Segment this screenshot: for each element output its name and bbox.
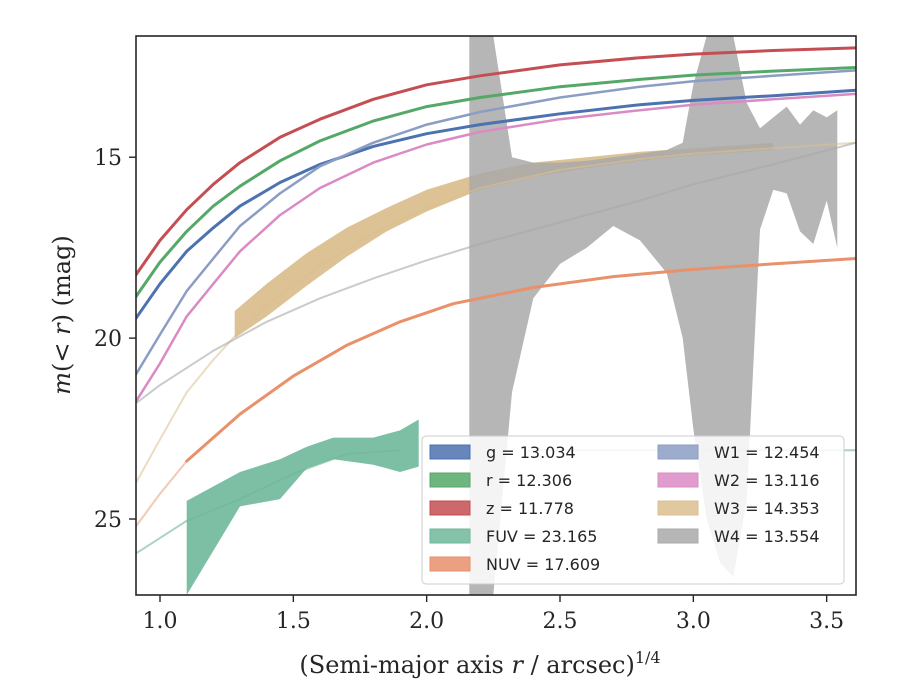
x-tick-label: 3.5 <box>809 609 844 634</box>
band-fuv <box>186 419 419 595</box>
legend-swatch-7 <box>657 500 699 516</box>
x-axis-title: (Semi-major axis r / arcsec)1/4 <box>299 648 660 679</box>
legend-swatch-4 <box>429 556 471 572</box>
legend-swatch-1 <box>429 472 471 488</box>
x-tick-label: 1.0 <box>143 609 178 634</box>
legend-swatch-6 <box>657 472 699 488</box>
legend-swatch-0 <box>429 444 471 460</box>
legend-label-3: FUV = 23.165 <box>486 527 597 546</box>
legend-label-2: z = 11.778 <box>486 499 574 518</box>
y-tick-label: 15 <box>94 146 122 171</box>
legend-label-6: W2 = 13.116 <box>714 471 820 490</box>
legend-swatch-8 <box>657 528 699 544</box>
legend-swatch-2 <box>429 500 471 516</box>
series-line-r <box>136 66 856 298</box>
y-axis-title: m(< r) (mag) <box>48 235 76 395</box>
series-line-w1 <box>136 69 856 376</box>
legend-label-4: NUV = 17.609 <box>486 555 600 574</box>
series-line-w2 <box>136 92 856 403</box>
legend-swatch-3 <box>429 528 471 544</box>
series-line-nuv <box>185 257 856 463</box>
x-tick-label: 2.5 <box>543 609 578 634</box>
y-tick-label: 25 <box>94 508 122 533</box>
x-tick-label: 2.0 <box>409 609 444 634</box>
legend-label-8: W4 = 13.554 <box>714 527 820 546</box>
legend: g = 13.034 r = 12.306 z = 11.778 FUV = 23.1… <box>421 435 845 585</box>
plot-frame <box>135 35 857 596</box>
legend-label-0: g = 13.034 <box>486 443 576 462</box>
series-line-g <box>136 88 856 320</box>
series-line-nuv-ext <box>136 460 188 528</box>
series-line-w4 <box>136 141 856 405</box>
legend-box <box>421 435 845 585</box>
legend-label-7: W3 = 14.353 <box>714 499 820 518</box>
legend-label-1: r = 12.306 <box>486 471 572 490</box>
series-line-fuv-ext <box>136 449 401 555</box>
series-line-z <box>136 46 856 277</box>
x-tick-label: 3.0 <box>676 609 711 634</box>
legend-label-5: W1 = 12.454 <box>714 443 820 462</box>
series-line-w3 <box>136 141 856 484</box>
y-tick-label: 20 <box>94 327 122 352</box>
ticks-layer: 1.0 1.5 2.0 2.5 3.0 3.5 15 20 25 <box>94 146 844 634</box>
legend-swatch-5 <box>657 444 699 460</box>
lines-layer <box>136 46 856 555</box>
x-tick-label: 1.5 <box>276 609 311 634</box>
